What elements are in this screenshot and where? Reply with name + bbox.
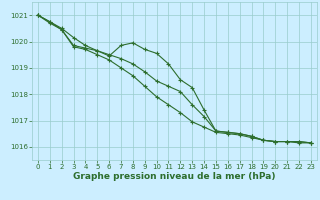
X-axis label: Graphe pression niveau de la mer (hPa): Graphe pression niveau de la mer (hPa) [73,172,276,181]
